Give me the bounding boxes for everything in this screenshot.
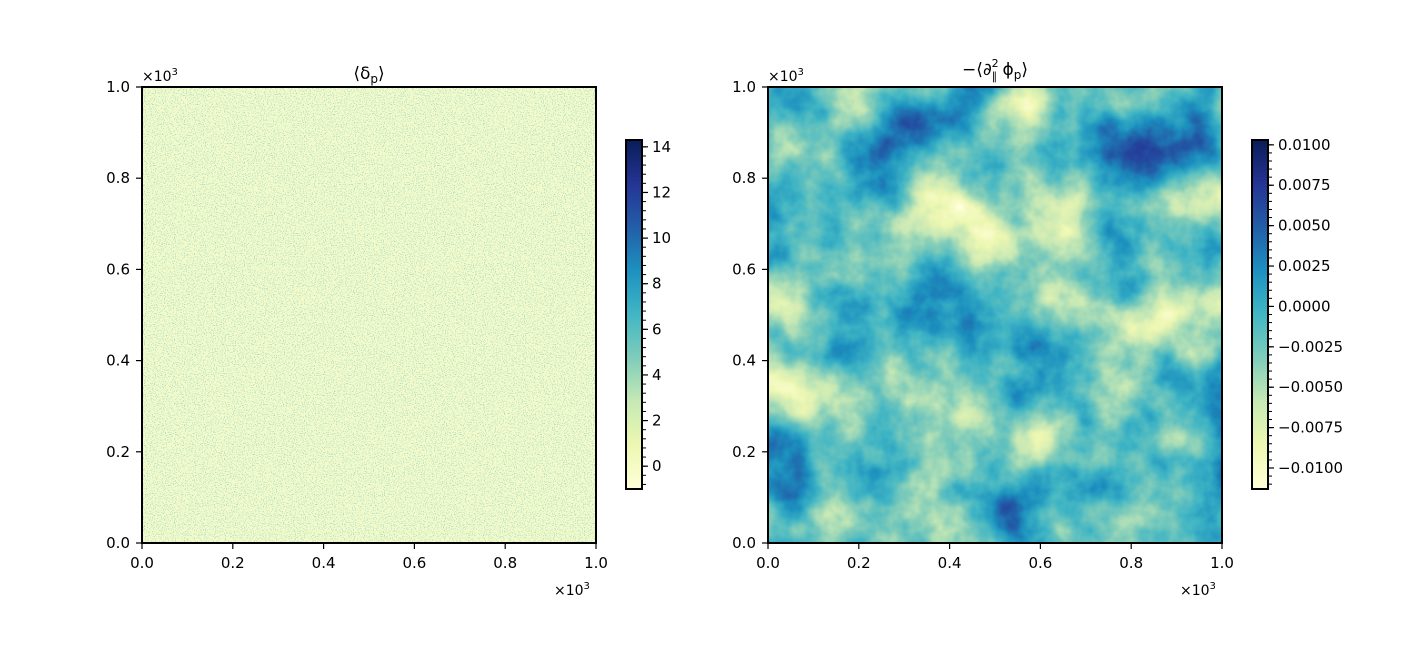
right-x-multiplier: ×103 <box>1180 581 1216 599</box>
left-y-tick-label: 1.0 <box>106 78 130 96</box>
right-y-multiplier: ×103 <box>768 67 804 85</box>
right-colorbar-ticks: 0.0100 0.0075 0.0050 0.0025 0.0000 −0.0025 −0.… <box>1268 136 1343 485</box>
left-y-tick-label: 0.0 <box>106 534 130 552</box>
left-x-ticks: 0.0 0.2 0.4 0.6 0.8 1.0 <box>130 543 608 572</box>
left-y-tick-label: 0.8 <box>106 169 130 187</box>
right-y-tick-label: 0.4 <box>732 352 756 370</box>
right-colorbar-tick-label: 0.0075 <box>1278 176 1331 194</box>
left-y-ticks: 0.0 0.2 0.4 0.6 0.8 1.0 <box>106 78 142 552</box>
left-colorbar-tick-label: 2 <box>652 412 662 430</box>
left-x-tick-label: 0.8 <box>493 554 517 572</box>
right-colorbar-tick-label: −0.0025 <box>1278 338 1343 356</box>
left-y-multiplier: ×103 <box>142 67 178 85</box>
left-colorbar-tick-label: 12 <box>652 183 671 201</box>
right-y-tick-label: 1.0 <box>732 78 756 96</box>
left-colorbar-tick-label: 10 <box>652 229 671 247</box>
left-colorbar-tick-label: 8 <box>652 275 662 293</box>
right-x-tick-label: 0.4 <box>938 554 962 572</box>
left-colorbar-tick-label: 0 <box>652 457 662 475</box>
left-panel: ⟨δp⟩ 0.0 0.2 0.4 0.6 0.8 1.0 0.0 0.2 0.4 0.6 0.8 1… <box>106 64 671 599</box>
left-x-tick-label: 0.2 <box>221 554 245 572</box>
right-colorbar-tick-label: 0.0100 <box>1278 136 1331 154</box>
right-colorbar-tick-label: −0.0050 <box>1278 378 1343 396</box>
left-colorbar-tick-label: 14 <box>652 138 671 156</box>
right-x-tick-label: 0.6 <box>1028 554 1052 572</box>
right-y-ticks: 0.0 0.2 0.4 0.6 0.8 1.0 <box>732 78 768 552</box>
right-x-tick-label: 0.8 <box>1119 554 1143 572</box>
right-title: −⟨∂2 ∥ ϕp⟩ <box>962 57 1028 83</box>
right-x-tick-label: 0.0 <box>756 554 780 572</box>
right-colorbar-tick-label: 0.0000 <box>1278 297 1331 315</box>
right-axes-frame <box>767 86 1223 544</box>
right-colorbar-tick-label: −0.0100 <box>1278 459 1343 477</box>
left-x-tick-label: 0.0 <box>130 554 154 572</box>
right-colorbar-tick-label: 0.0025 <box>1278 257 1331 275</box>
left-x-multiplier: ×103 <box>554 581 590 599</box>
right-x-tick-label: 0.2 <box>847 554 871 572</box>
left-colorbar-tick-label: 6 <box>652 320 662 338</box>
right-y-tick-label: 0.8 <box>732 169 756 187</box>
right-heatmap <box>768 87 1222 543</box>
right-heatmap-field <box>768 87 1222 543</box>
left-y-tick-label: 0.4 <box>106 352 130 370</box>
right-colorbar-tick-label: 0.0050 <box>1278 217 1331 235</box>
left-x-tick-label: 0.4 <box>312 554 336 572</box>
left-y-tick-label: 0.2 <box>106 443 130 461</box>
right-colorbar <box>1251 139 1269 490</box>
left-colorbar-tick-label: 4 <box>652 366 662 384</box>
left-heatmap <box>142 87 596 543</box>
right-x-tick-label: 1.0 <box>1210 554 1234 572</box>
left-heatmap-speckles <box>142 87 596 543</box>
right-y-tick-label: 0.2 <box>732 443 756 461</box>
right-y-tick-label: 0.6 <box>732 260 756 278</box>
right-x-ticks: 0.0 0.2 0.4 0.6 0.8 1.0 <box>756 543 1234 572</box>
left-colorbar <box>625 139 643 490</box>
right-panel: −⟨∂2 ∥ ϕp⟩ 0.0 0.2 0.4 0.6 0.8 1.0 0.00.20.40.… <box>732 57 1343 599</box>
left-x-tick-label: 0.6 <box>402 554 426 572</box>
left-x-tick-label: 1.0 <box>584 554 608 572</box>
left-axes-frame <box>141 86 597 544</box>
right-colorbar-tick-label: −0.0075 <box>1278 419 1343 437</box>
left-colorbar-ticks: 0 2 4 6 8 10 12 14 <box>642 138 671 485</box>
left-title: ⟨δp⟩ <box>353 64 384 86</box>
left-y-tick-label: 0.6 <box>106 260 130 278</box>
right-y-tick-label: 0.0 <box>732 534 756 552</box>
